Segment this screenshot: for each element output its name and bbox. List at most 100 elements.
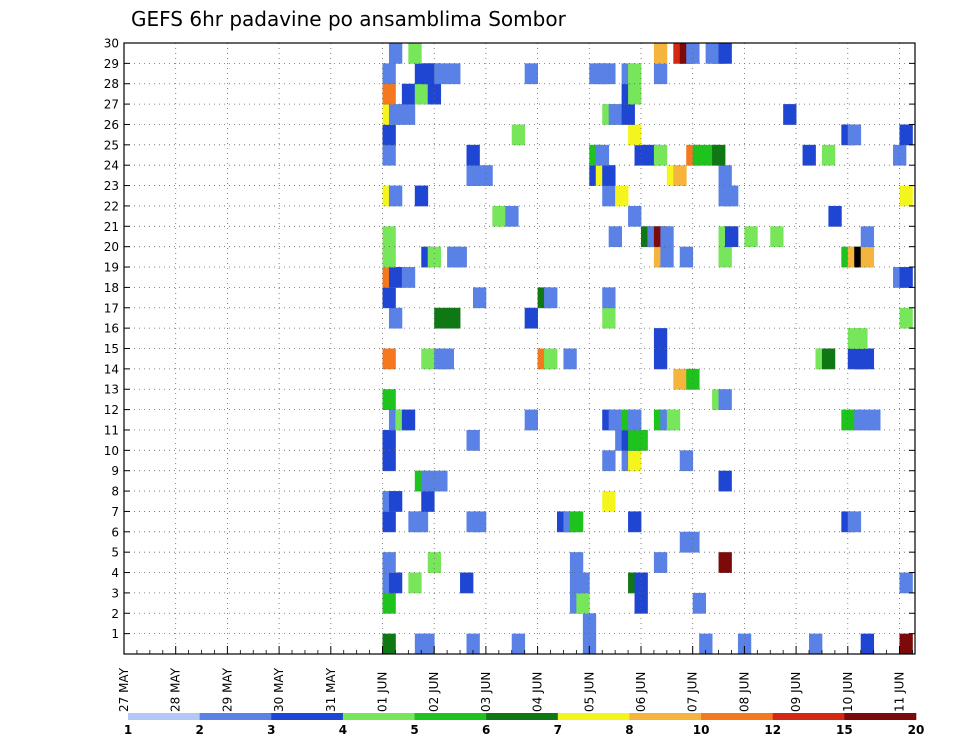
y-tick-label: 6 <box>111 525 119 539</box>
y-tick-label: 30 <box>104 37 119 51</box>
grid-lines <box>124 43 915 654</box>
chart-title: GEFS 6hr padavine po ansamblima Sombor <box>131 7 567 31</box>
x-tick-label: 31 MAY <box>324 667 338 712</box>
precip-cell <box>634 429 648 451</box>
precip-cell <box>466 144 480 166</box>
y-tick-label: 3 <box>111 586 119 600</box>
precip-cell <box>802 144 816 166</box>
precip-cell <box>382 348 396 370</box>
precip-cell <box>893 144 907 166</box>
precip-cell <box>847 511 862 533</box>
precip-cell <box>634 144 648 166</box>
x-tick-label: 02 JUN <box>427 672 441 712</box>
precip-cell <box>628 511 642 533</box>
precip-cell <box>899 185 913 207</box>
colorbar-label: 1 <box>124 723 132 737</box>
precip-cell <box>382 246 396 268</box>
precip-cell <box>628 83 642 105</box>
precip-cell <box>608 226 622 248</box>
precip-cell <box>860 246 875 268</box>
precip-cell <box>628 450 642 472</box>
x-tick-label: 27 MAY <box>117 667 131 712</box>
precip-cell <box>569 511 584 533</box>
precip-cell <box>447 307 461 329</box>
precip-cell <box>524 307 538 329</box>
precip-cell <box>692 144 707 166</box>
precip-cell <box>595 144 610 166</box>
colorbar-swatch <box>629 713 702 720</box>
precip-cell <box>660 246 674 268</box>
x-tick-label: 03 JUN <box>479 672 493 712</box>
precip-cell <box>388 104 403 125</box>
precip-cell <box>440 348 454 370</box>
precip-cell <box>899 267 913 288</box>
precip-cell <box>414 185 429 207</box>
precip-cell <box>653 63 668 85</box>
precip-cell <box>679 246 694 268</box>
x-tick-label: 05 JUN <box>582 672 596 712</box>
precip-cell <box>602 287 616 309</box>
precip-cell <box>653 552 668 573</box>
y-axis: 1234567891011121314151617181920212223242… <box>104 37 915 641</box>
precip-cell <box>770 226 784 248</box>
precip-cell <box>692 592 707 614</box>
colorbar-swatch <box>128 713 200 720</box>
colorbar-label: 15 <box>836 723 853 737</box>
precip-cell <box>382 144 396 166</box>
precip-cell <box>569 552 584 573</box>
precip-cell <box>382 592 396 614</box>
precip-cell <box>628 205 642 227</box>
precip-cell <box>744 226 758 248</box>
precip-cell <box>434 470 448 492</box>
y-tick-label: 4 <box>111 566 119 580</box>
precip-cell <box>860 226 875 248</box>
y-tick-label: 16 <box>104 322 119 336</box>
precip-cell <box>821 348 836 370</box>
precip-cell <box>718 552 732 573</box>
precip-cell <box>582 633 597 655</box>
y-tick-label: 10 <box>104 444 119 458</box>
precip-cell <box>712 144 726 166</box>
y-tick-label: 26 <box>104 118 119 132</box>
precip-cell <box>382 63 396 85</box>
precip-cell <box>408 572 422 594</box>
x-tick-label: 10 JUN <box>841 672 855 712</box>
precip-cells <box>382 43 913 655</box>
precip-cell <box>388 185 403 207</box>
precip-cell <box>382 389 396 410</box>
precip-cell <box>453 246 467 268</box>
y-tick-label: 29 <box>104 57 119 71</box>
precip-cell <box>679 450 694 472</box>
y-tick-label: 18 <box>104 281 119 295</box>
precip-cell <box>382 633 396 655</box>
precip-cell <box>511 124 526 146</box>
precip-cell <box>382 429 396 451</box>
x-tick-label: 09 JUN <box>789 672 803 712</box>
precip-cell <box>427 552 442 573</box>
precip-cell <box>492 205 506 227</box>
precip-cell <box>718 165 732 186</box>
colorbar-label: 8 <box>625 723 633 737</box>
precip-cell <box>479 165 493 186</box>
y-tick-label: 21 <box>104 220 119 234</box>
precip-cell <box>854 328 868 349</box>
precip-cell <box>421 633 435 655</box>
y-tick-label: 28 <box>104 77 119 91</box>
precip-cell <box>414 511 429 533</box>
y-tick-label: 27 <box>104 98 119 112</box>
colorbar-swatch <box>199 713 272 720</box>
colorbar: 1 2 3 4 5 6 7 8 10 12 15 20 <box>124 713 924 737</box>
precip-cell <box>628 409 642 431</box>
precip-cell <box>427 246 442 268</box>
colorbar-swatch <box>844 713 917 720</box>
precip-cell <box>718 43 732 64</box>
y-tick-label: 25 <box>104 138 119 152</box>
precip-cell <box>576 572 590 594</box>
precip-cell <box>427 83 442 105</box>
y-tick-label: 22 <box>104 199 119 213</box>
precip-cell <box>434 63 448 85</box>
precip-cell <box>653 43 668 64</box>
precip-cell <box>653 144 668 166</box>
colorbar-label: 10 <box>693 723 710 737</box>
